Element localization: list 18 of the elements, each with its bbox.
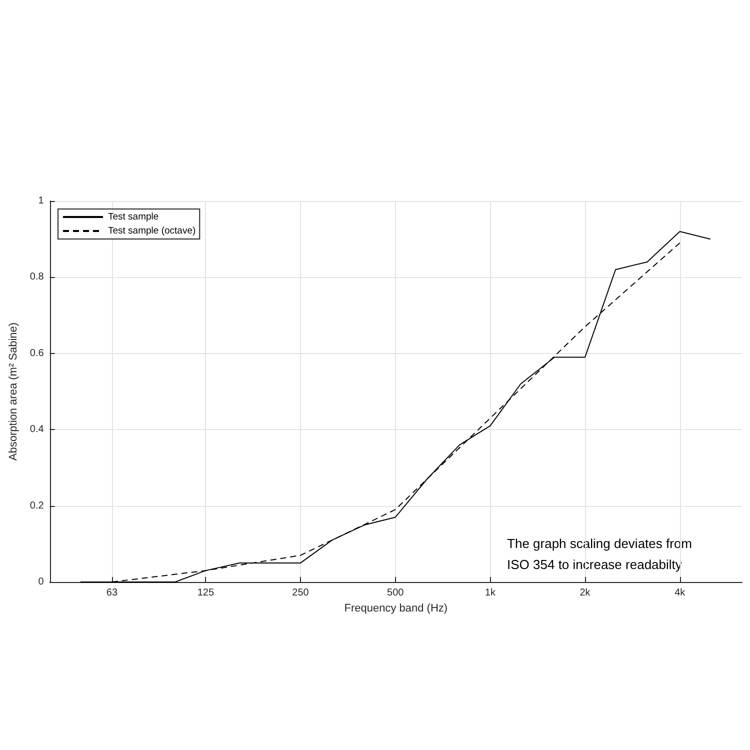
y-tick-label: 0.8 xyxy=(30,272,44,283)
y-tick-label: 0.6 xyxy=(30,348,44,359)
legend-label: Test sample (octave) xyxy=(108,226,196,236)
x-tick-label: 250 xyxy=(292,588,310,598)
annotation: The graph scaling deviates from ISO 354 to increase readabilty xyxy=(507,536,692,572)
x-tick-label: 500 xyxy=(387,588,404,598)
x-tick-label: 4k xyxy=(674,588,686,598)
y-tick-label: 1 xyxy=(38,196,44,206)
y-tick-label: 0 xyxy=(38,576,44,588)
x-axis-title: Frequency band (Hz) xyxy=(344,602,448,614)
y-axis-title: Absorption area (m² Sabine) xyxy=(8,322,20,461)
x-tick-label: 2k xyxy=(580,588,592,598)
y-tick-label: 0.4 xyxy=(30,424,44,436)
y-tick-label: 0.2 xyxy=(30,500,44,512)
x-tick-label: 63 xyxy=(106,588,118,598)
legend-label: Test sample xyxy=(108,212,159,222)
x-tick-label: 1k xyxy=(484,588,496,598)
x-tick-label: 125 xyxy=(197,588,214,598)
